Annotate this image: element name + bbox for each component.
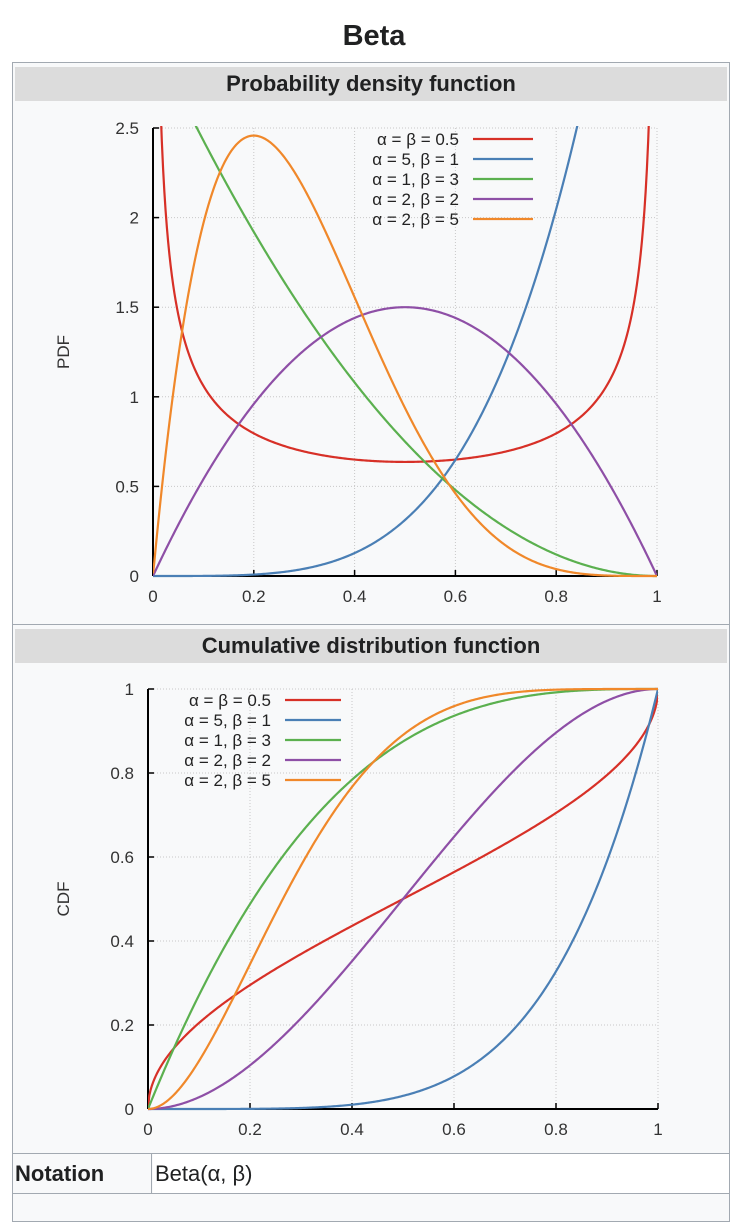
- section-divider: [13, 624, 729, 625]
- x-tick-label: 0.6: [444, 587, 468, 606]
- series-line-4: [153, 306, 657, 577]
- legend-label: α = 1, β = 3: [184, 731, 271, 750]
- legend-label: α = 2, β = 2: [184, 751, 271, 770]
- next-row: [13, 1193, 729, 1224]
- y-tick-label: 0: [130, 567, 139, 586]
- y-tick-label: 2.5: [115, 119, 139, 138]
- notation-label: Notation: [15, 1161, 105, 1186]
- series-line-3: [148, 687, 658, 1110]
- y-tick-label: 0.5: [115, 477, 139, 496]
- y-tick-label: 0: [125, 1100, 134, 1119]
- x-tick-label: 1: [652, 587, 661, 606]
- y-tick-label: 0.6: [110, 848, 134, 867]
- legend-label: α = 5, β = 1: [184, 711, 271, 730]
- x-tick-label: 0.6: [442, 1120, 466, 1139]
- y-tick-label: 0.4: [110, 932, 134, 951]
- y-tick-label: 1: [125, 680, 134, 699]
- legend-label: α = 2, β = 2: [372, 190, 459, 209]
- pdf-chart: 0 0.2 0.4 0.6 0.8 1 0 0.5 1 1.5 2 2.5 PDF α = β = 0.5…: [54, 119, 662, 606]
- pdf-section-header: Probability density function: [15, 67, 727, 101]
- legend-label: α = 1, β = 3: [372, 170, 459, 189]
- y-tick-label: 1.5: [115, 298, 139, 317]
- y-tick-label: 0.8: [110, 764, 134, 783]
- series-line-2: [153, 126, 579, 578]
- page-title: Beta: [342, 20, 406, 52]
- series-line-4: [148, 687, 658, 1111]
- infobox: Probability density function 0 0.2 0.4 0.6 0…: [12, 62, 730, 1222]
- row-separator: [151, 1154, 152, 1194]
- x-tick-label: 0: [148, 587, 157, 606]
- x-tick-label: 0.8: [544, 587, 568, 606]
- x-tick-label: 0.2: [238, 1120, 262, 1139]
- x-tick-label: 0.4: [340, 1120, 364, 1139]
- cdf-chart: 0 0.2 0.4 0.6 0.8 1 0 0.2 0.4 0.6 0.8 1 CDF α = β = 0…: [54, 680, 663, 1139]
- x-tick-label: 0: [143, 1120, 152, 1139]
- legend-label: α = β = 0.5: [377, 130, 459, 149]
- series-line-5: [148, 687, 658, 1111]
- cdf-section-header: Cumulative distribution function: [15, 629, 727, 663]
- series-line-3: [194, 126, 657, 578]
- notation-value: Beta(α, β): [153, 1154, 729, 1194]
- legend-label: α = 2, β = 5: [372, 210, 459, 229]
- y-tick-label: 1: [130, 388, 139, 407]
- y-axis-label: CDF: [54, 882, 73, 917]
- legend-label: α = 5, β = 1: [372, 150, 459, 169]
- legend-label: α = β = 0.5: [189, 691, 271, 710]
- notation-row: Notation Beta(α, β): [13, 1153, 729, 1194]
- series-line-5: [153, 134, 657, 578]
- y-tick-label: 0.2: [110, 1016, 134, 1035]
- y-axis-label: PDF: [54, 335, 73, 369]
- x-tick-label: 0.8: [544, 1120, 568, 1139]
- x-tick-label: 1: [653, 1120, 662, 1139]
- legend-label: α = 2, β = 5: [184, 771, 271, 790]
- x-tick-label: 0.2: [242, 587, 266, 606]
- series-line-1: [160, 126, 650, 464]
- series-line-2: [148, 688, 658, 1111]
- x-tick-label: 0.4: [343, 587, 367, 606]
- y-tick-label: 2: [130, 209, 139, 228]
